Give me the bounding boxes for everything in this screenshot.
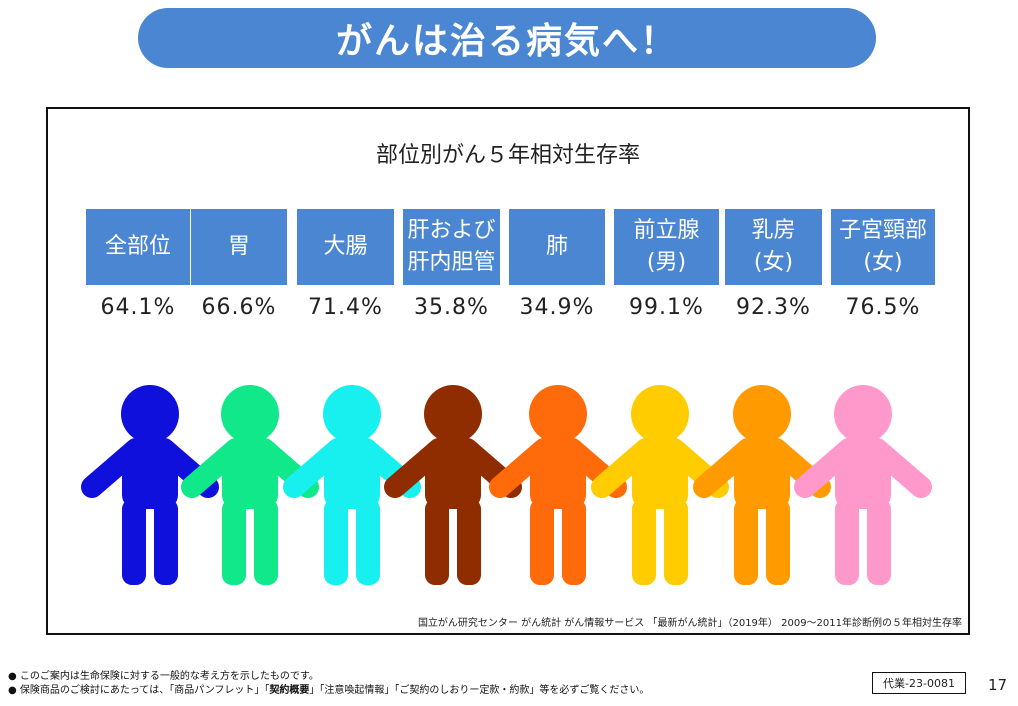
person-figure <box>794 385 932 585</box>
category-box: 乳房 (女) <box>725 209 822 285</box>
percentage-label: 34.9% <box>519 295 595 320</box>
category-box: 全部位 <box>86 209 190 285</box>
category-box: 子宮頸部 (女) <box>831 209 935 285</box>
percentage-label: 92.3% <box>736 295 811 320</box>
percentage-label: 35.8% <box>414 295 489 320</box>
chart-panel: 部位別がん５年相対生存率 全部位胃大腸 肝および 肝内胆管肺前立腺 (男) 乳房 (… <box>46 107 970 635</box>
page-title: がんは治る病気へ！ <box>138 8 876 68</box>
note-1: ● このご案内は生命保険に対する一般的な考え方を示したものです。 <box>8 671 319 682</box>
person-figure <box>283 385 421 585</box>
percentage-label: 64.1% <box>100 295 176 320</box>
category-box: 肝および 肝内胆管 <box>403 209 500 285</box>
category-box: 前立腺 (男) <box>614 209 719 285</box>
person-figure <box>693 385 831 585</box>
category-box: 肺 <box>509 209 605 285</box>
document-code: 代業-23-0081 <box>872 672 966 694</box>
footer-notes: ● このご案内は生命保険に対する一般的な考え方を示したものです。 ● 保険商品の… <box>8 670 649 698</box>
percentage-label: 99.1% <box>629 295 704 320</box>
person-figure <box>81 385 219 585</box>
people-figures <box>81 385 932 585</box>
chart-title: 部位別がん５年相対生存率 <box>375 143 640 168</box>
percentage-label: 76.5% <box>845 295 921 320</box>
percentage-label: 66.6% <box>201 295 277 320</box>
source-note: 国立がん研究センター がん統計 がん情報サービス 「最新がん統計」（2019年）… <box>417 618 962 629</box>
note-2-a: ● 保険商品のご検討にあたっては、「商品パンフレット」「 <box>8 685 270 696</box>
note-2: ● 保険商品のご検討にあたっては、「商品パンフレット」「契約概要」「注意喚起情報… <box>8 684 649 698</box>
percentage-label: 71.4% <box>308 295 383 320</box>
category-box: 大腸 <box>297 209 394 285</box>
note-2-c: 」「注意喚起情報」「ご契約のしおりー定款・約款」等を必ずご覧ください。 <box>309 685 650 696</box>
page-number: 17 <box>988 676 1008 694</box>
category-box: 胃 <box>191 209 287 285</box>
note-2-b: 契約概要 <box>269 685 310 696</box>
person-figure <box>489 385 627 585</box>
